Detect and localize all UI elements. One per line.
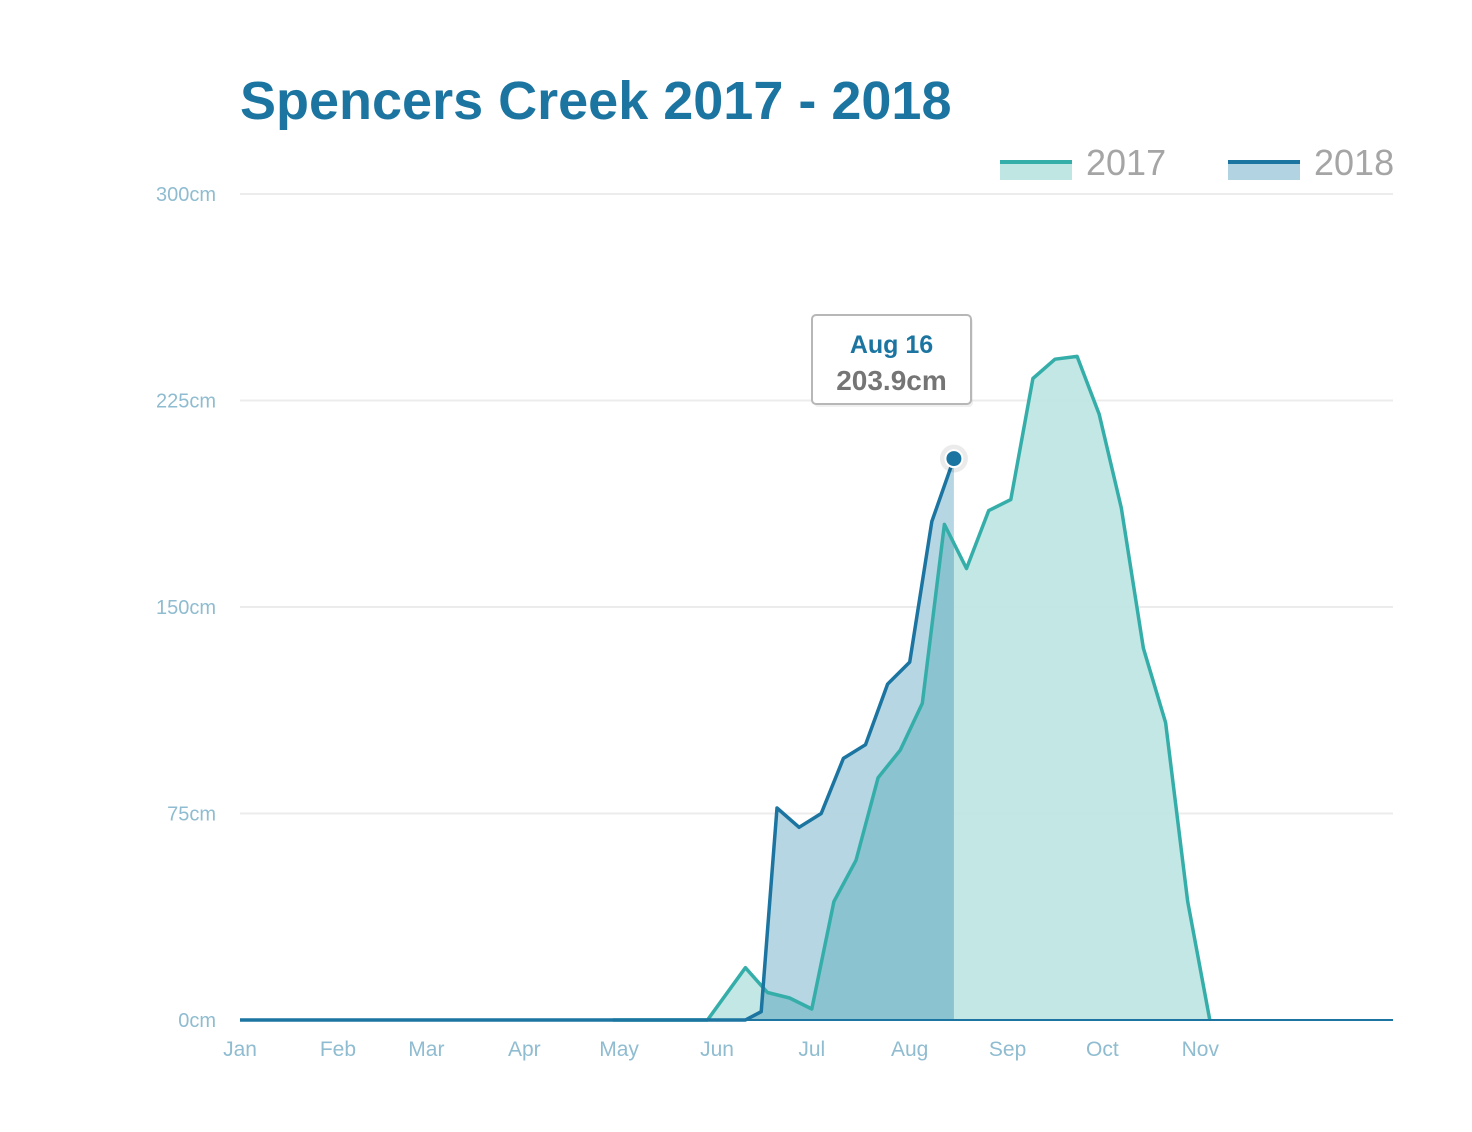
y-tick-label: 0cm	[178, 1010, 216, 1032]
x-tick-label: Mar	[408, 1038, 444, 1061]
y-axis-ticks: 0cm 75cm 150cm 225cm 300cm	[156, 184, 216, 1032]
legend-item-2017[interactable]: 2017	[1000, 142, 1166, 183]
grid-lines	[240, 193, 1393, 815]
x-tick-label: Jul	[798, 1038, 825, 1061]
x-tick-label: May	[599, 1038, 639, 1061]
tooltip-value: 203.9cm	[836, 365, 947, 396]
x-tick-label: Jun	[700, 1038, 734, 1061]
chart-title: Spencers Creek 2017 - 2018	[240, 71, 952, 131]
legend-item-2018[interactable]: 2018	[1228, 142, 1394, 183]
series-areas	[240, 356, 1210, 1021]
marker-point	[944, 449, 964, 469]
legend-label: 2017	[1086, 142, 1166, 183]
tooltip: Aug 16 203.9cm	[811, 314, 973, 407]
y-tick-label: 225cm	[156, 391, 216, 413]
line-series-2017	[612, 354, 1212, 1022]
legend-line	[1000, 160, 1072, 164]
legend-line	[1228, 160, 1300, 164]
y-tick-label: 300cm	[156, 184, 216, 206]
x-tick-label: Oct	[1086, 1038, 1119, 1061]
y-tick-label: 75cm	[167, 804, 216, 826]
x-tick-label: Feb	[320, 1038, 356, 1061]
series-lines	[240, 354, 1212, 1022]
tooltip-box	[811, 314, 972, 405]
x-tick-label: Apr	[508, 1038, 541, 1061]
area-series-2018	[240, 458, 954, 1021]
tooltip-date: Aug 16	[850, 331, 933, 359]
y-tick-label: 150cm	[156, 597, 216, 619]
legend-label: 2018	[1314, 142, 1394, 183]
x-tick-label: Nov	[1182, 1038, 1220, 1061]
x-axis-ticks: Jan Feb Mar Apr May Jun Jul Aug Sep Oct Nov	[223, 1038, 1219, 1061]
x-tick-label: Jan	[223, 1038, 257, 1061]
area-series-2017	[612, 356, 1210, 1020]
hover-marker	[939, 444, 968, 473]
legend-swatch	[1228, 163, 1300, 180]
x-tick-label: Sep	[989, 1038, 1026, 1061]
legend-swatch	[1000, 163, 1072, 180]
x-tick-label: Aug	[891, 1038, 928, 1061]
line-series-2018	[240, 458, 956, 1022]
legend[interactable]: 2017 2018	[1000, 142, 1394, 183]
area-overlap	[612, 458, 954, 1020]
series-overlap	[612, 458, 954, 1020]
